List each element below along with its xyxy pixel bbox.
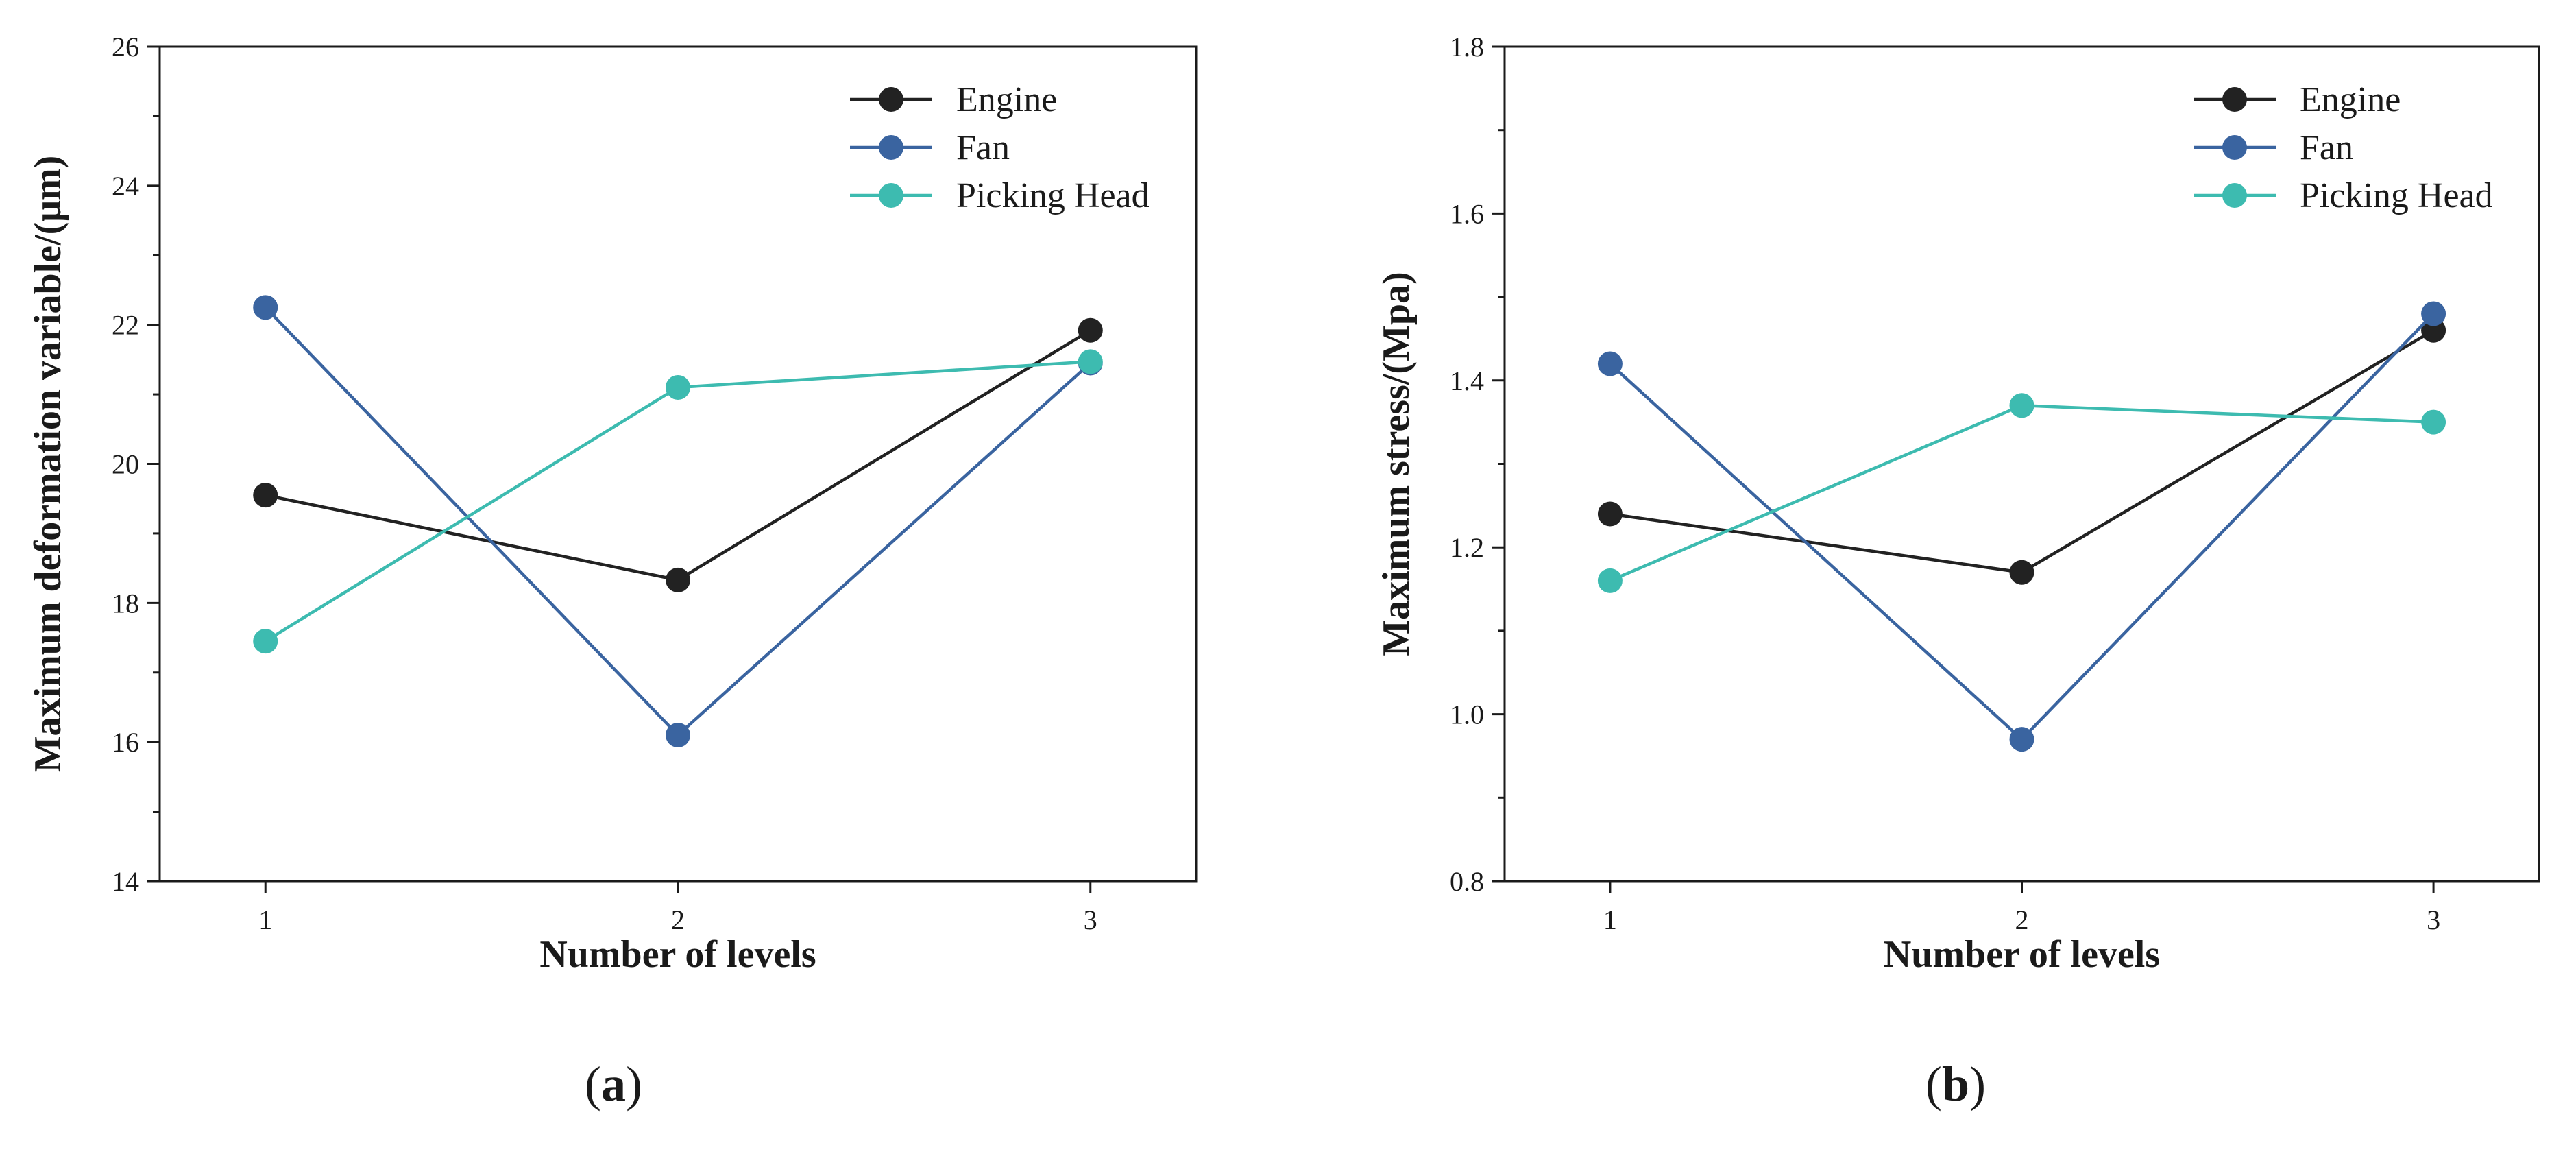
panel-label-open: ( xyxy=(585,1057,601,1112)
y-tick-label: 14 xyxy=(112,866,139,897)
x-tick-label: 2 xyxy=(671,904,685,935)
data-point-fan xyxy=(666,723,690,748)
y-axis-title: Maximum stress/(Mpa) xyxy=(1375,272,1418,656)
y-tick-label: 1.0 xyxy=(1450,699,1484,730)
panel-label-close: ) xyxy=(1969,1057,1986,1112)
legend-marker-fan xyxy=(2222,135,2247,160)
legend: Engine Fan Picking Head xyxy=(2194,80,2493,215)
series-line-engine xyxy=(1609,328,2435,575)
y-tick-label: 18 xyxy=(112,588,139,619)
panel-label-open: ( xyxy=(1925,1057,1942,1112)
panel-label-letter: b xyxy=(1942,1057,1969,1112)
x-tick-label: 2 xyxy=(2015,904,2029,935)
y-tick-label: 1.6 xyxy=(1450,198,1484,229)
legend-label-picking-head: Picking Head xyxy=(2300,176,2493,215)
y-tick-label: 1.4 xyxy=(1450,365,1484,396)
legend-marker-engine xyxy=(879,87,903,112)
legend-label-fan: Fan xyxy=(2300,128,2353,167)
data-point-picking-head xyxy=(2009,393,2034,418)
data-point-fan xyxy=(253,295,278,320)
data-point-engine xyxy=(1597,501,1623,527)
x-tick-label: 3 xyxy=(2427,904,2440,935)
legend-marker-picking-head xyxy=(879,183,903,208)
legend-marker-fan xyxy=(879,135,903,160)
legend-label-engine: Engine xyxy=(956,80,1057,119)
data-point-picking-head xyxy=(1597,568,1623,593)
x-axis-title: Number of levels xyxy=(539,933,816,976)
panel-label-letter: a xyxy=(601,1057,626,1112)
data-point-picking-head xyxy=(253,629,278,654)
plot-frame xyxy=(1503,45,2540,883)
series-line-picking-head xyxy=(1609,404,2434,582)
y-tick-label: 1.2 xyxy=(1450,532,1484,563)
data-point-fan xyxy=(1597,351,1623,376)
data-point-picking-head xyxy=(666,374,690,400)
legend-label-fan: Fan xyxy=(956,128,1010,167)
x-axis-title: Number of levels xyxy=(1884,933,2160,976)
data-point-engine xyxy=(2009,560,2034,585)
legend-label-picking-head: Picking Head xyxy=(956,176,1150,215)
legend-marker-picking-head xyxy=(2222,183,2247,208)
data-point-engine xyxy=(1078,317,1103,343)
x-tick-label: 1 xyxy=(1603,904,1617,935)
panel-label: (a) xyxy=(585,1057,642,1112)
y-tick-label: 22 xyxy=(112,310,139,341)
legend: Engine Fan Picking Head xyxy=(850,80,1150,215)
y-tick-label: 20 xyxy=(112,449,139,480)
chart-panel-b: 0.8 1.0 1.2 1.4 1.6 1.8 1 2 3 Number of levels Max… xyxy=(1375,32,2540,1112)
legend-marker-engine xyxy=(2222,87,2247,112)
series-line-engine xyxy=(265,328,1091,582)
data-point-engine xyxy=(253,483,278,508)
y-tick-label: 26 xyxy=(112,32,139,62)
chart-panel-a: 14 16 18 20 22 24 26 1 2 3 Number of levels Maximum… xyxy=(27,32,1198,1112)
panel-label: (b) xyxy=(1925,1057,1986,1112)
y-tick-label: 16 xyxy=(112,727,139,758)
data-point-fan xyxy=(2009,727,2034,752)
y-axis-title: Maximum deformation variable/(μm) xyxy=(27,156,69,773)
panel-label-close: ) xyxy=(626,1057,642,1112)
x-tick-label: 3 xyxy=(1084,904,1097,935)
data-point-engine xyxy=(666,567,690,592)
data-point-picking-head xyxy=(2421,409,2446,435)
data-point-picking-head xyxy=(1078,349,1103,374)
legend-label-engine: Engine xyxy=(2300,80,2401,119)
data-point-fan xyxy=(2421,301,2446,326)
plot-frame xyxy=(158,45,1198,883)
y-tick-label: 1.8 xyxy=(1450,32,1484,62)
y-tick-label: 24 xyxy=(112,171,139,202)
x-tick-label: 1 xyxy=(258,904,272,935)
y-tick-label: 0.8 xyxy=(1450,866,1484,897)
